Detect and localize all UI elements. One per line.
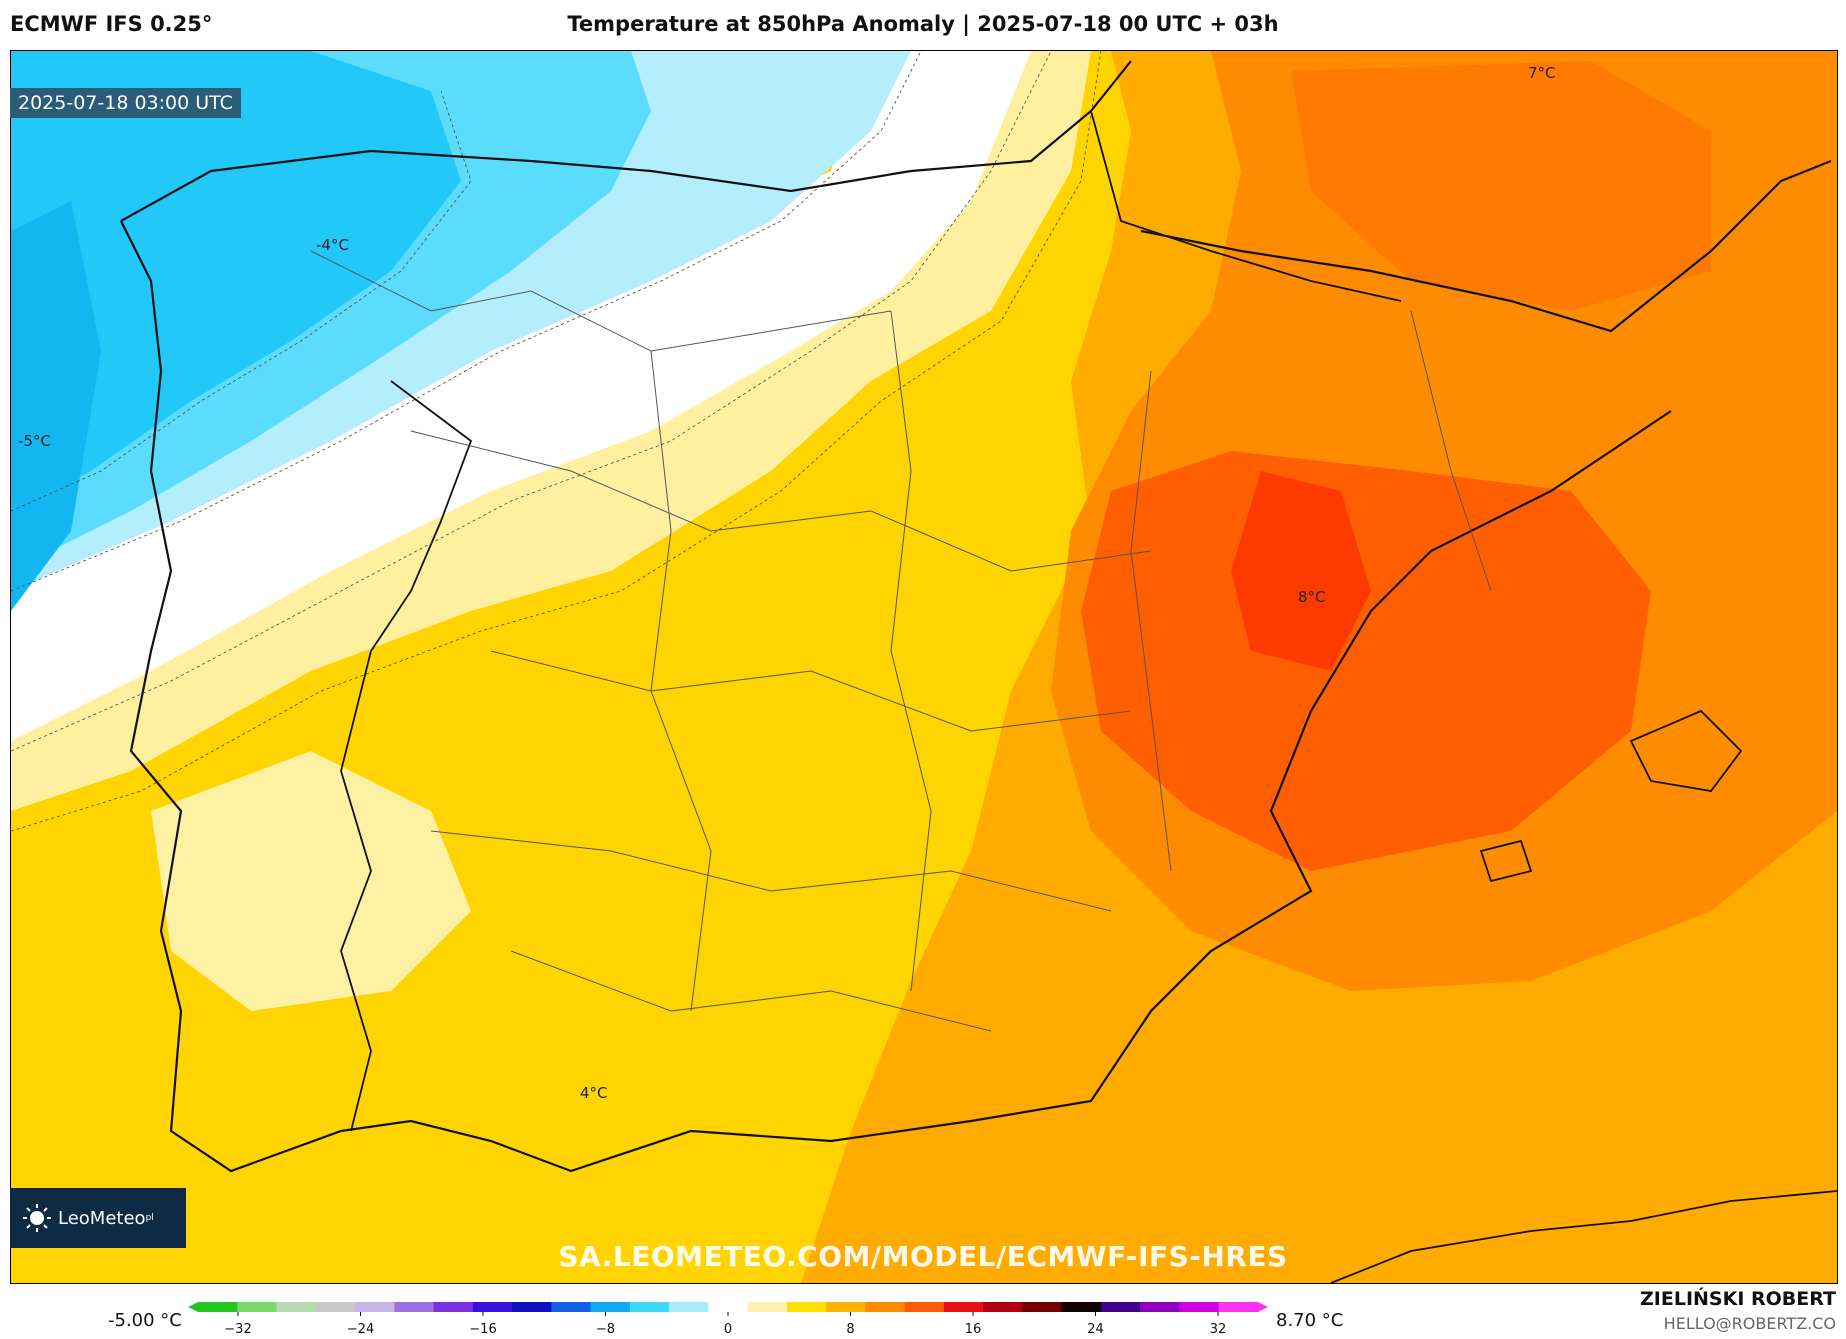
- model-name: ECMWF IFS 0.25°: [10, 12, 213, 36]
- colorbar-segment: [826, 1302, 866, 1312]
- colorbar-segment: [786, 1302, 827, 1312]
- colorbar-segment: [433, 1302, 474, 1312]
- colorbar-segment: [865, 1302, 906, 1312]
- colorbar-tick-label: −24: [347, 1322, 374, 1336]
- mallorca: [1629, 709, 1743, 792]
- contour-lines: [11, 51, 1102, 832]
- coastline: [120, 60, 1832, 1173]
- colorbar-segment: [983, 1302, 1023, 1312]
- deep-cyan-zone: [11, 51, 461, 511]
- africa-coast: [1330, 1190, 1837, 1283]
- colorbar-max-arrow: [1258, 1302, 1268, 1312]
- sun-icon: [23, 1204, 51, 1232]
- colorbar-segment: [1218, 1302, 1259, 1312]
- colorbar-segment: [315, 1302, 356, 1312]
- deep-orange-core: [1081, 451, 1651, 871]
- leometeo-logo: LeoMeteo pl: [10, 1188, 186, 1248]
- region-borders: [310, 250, 1492, 1032]
- colorbar-segment: [747, 1302, 788, 1312]
- author-email: HELLO@ROBERTZ.CO: [1663, 1314, 1836, 1333]
- pale-yellow-band: [11, 51, 1091, 811]
- colorbar-segment: [669, 1302, 709, 1312]
- anomaly-label-atlantic: -5°C: [18, 432, 51, 450]
- red-core: [1231, 471, 1371, 671]
- map-title: Temperature at 850hPa Anomaly | 2025-07-…: [567, 12, 1279, 36]
- portugal-border: [340, 380, 473, 1132]
- colorbar-segment: [551, 1302, 592, 1312]
- colorbar-min-arrow: [188, 1302, 198, 1312]
- source-url-watermark: SA.LEOMETEO.COM/MODEL/ECMWF-IFS-HRES: [558, 1240, 1288, 1273]
- colorbar-segment: [276, 1302, 317, 1312]
- author-name: ZIELIŃSKI ROBERT: [1640, 1288, 1836, 1310]
- valid-time-badge: 2025-07-18 03:00 UTC: [10, 88, 241, 118]
- colorbar-tick-label: 32: [1210, 1322, 1227, 1336]
- colorbar-segment: [708, 1302, 749, 1312]
- anomaly-label-south: 4°C: [580, 1084, 608, 1102]
- anomaly-label-northwest: -4°C: [316, 236, 349, 254]
- colorbar-segment: [943, 1302, 984, 1312]
- colorbar-segment: [512, 1302, 552, 1312]
- anomaly-label-east: 8°C: [1298, 588, 1326, 606]
- colorbar-segment: [1140, 1302, 1180, 1312]
- southwest-pale: [151, 751, 471, 1011]
- colorbar-segment: [904, 1302, 945, 1312]
- colorbar-segment: [590, 1302, 631, 1312]
- deep-cyan-west: [11, 201, 101, 611]
- logo-suffix: pl: [145, 1213, 154, 1223]
- colorbar-tick-label: 0: [724, 1322, 732, 1336]
- north-orange-blob: [1291, 61, 1711, 311]
- colorbar-segment: [1022, 1302, 1063, 1312]
- colorbar-max-label: 8.70 °C: [1276, 1310, 1344, 1331]
- colorbar-tick-label: 24: [1087, 1322, 1104, 1336]
- white-zone: [11, 51, 1031, 741]
- colorbar-tick-label: −32: [224, 1322, 251, 1336]
- colorbar-tick-label: −16: [469, 1322, 496, 1336]
- colorbar-segment: [198, 1302, 238, 1312]
- colorbar-segment: [1100, 1302, 1141, 1312]
- france-border: [1090, 110, 1402, 302]
- colorbar: −32 −24 −16 −8 0 8 16 24 32: [188, 1302, 1268, 1336]
- colorbar-min-label: -5.00 °C: [108, 1310, 182, 1331]
- colorbar-segment: [394, 1302, 435, 1312]
- ibiza: [1479, 839, 1533, 883]
- colorbar-segment: [355, 1302, 395, 1312]
- colorbar-segment: [1061, 1302, 1102, 1312]
- colorbar-segment: [472, 1302, 513, 1312]
- logo-text: LeoMeteo: [58, 1207, 146, 1229]
- colorbar-tick-label: 16: [965, 1322, 982, 1336]
- colorbar-segment: [629, 1302, 670, 1312]
- colorbar-segment: [1179, 1302, 1220, 1312]
- anomaly-label-northeast: 7°C: [1528, 64, 1556, 82]
- colorbar-tick-label: 8: [846, 1322, 854, 1336]
- anomaly-map: [10, 50, 1838, 1284]
- colorbar-segment: [237, 1302, 278, 1312]
- colorbar-tick-label: −8: [596, 1322, 615, 1336]
